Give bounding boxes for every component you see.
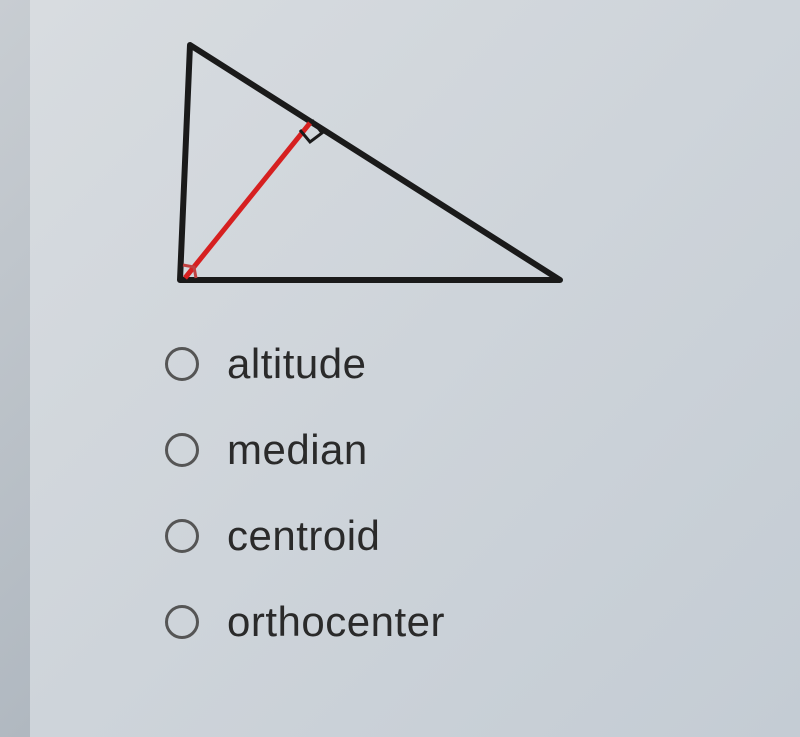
option-label: orthocenter bbox=[227, 598, 445, 646]
radio-icon[interactable] bbox=[165, 519, 199, 553]
option-median[interactable]: median bbox=[165, 426, 760, 474]
option-centroid[interactable]: centroid bbox=[165, 512, 760, 560]
option-altitude[interactable]: altitude bbox=[165, 340, 760, 388]
radio-icon[interactable] bbox=[165, 347, 199, 381]
options-list: altitude median centroid orthocenter bbox=[165, 340, 760, 646]
triangle-svg bbox=[150, 30, 580, 300]
triangle-outline bbox=[180, 45, 560, 280]
option-label: median bbox=[227, 426, 368, 474]
altitude-line bbox=[185, 123, 310, 278]
triangle-figure bbox=[150, 30, 760, 300]
radio-icon[interactable] bbox=[165, 605, 199, 639]
content-area: altitude median centroid orthocenter bbox=[30, 0, 800, 737]
option-label: altitude bbox=[227, 340, 366, 388]
option-orthocenter[interactable]: orthocenter bbox=[165, 598, 760, 646]
radio-icon[interactable] bbox=[165, 433, 199, 467]
option-label: centroid bbox=[227, 512, 380, 560]
